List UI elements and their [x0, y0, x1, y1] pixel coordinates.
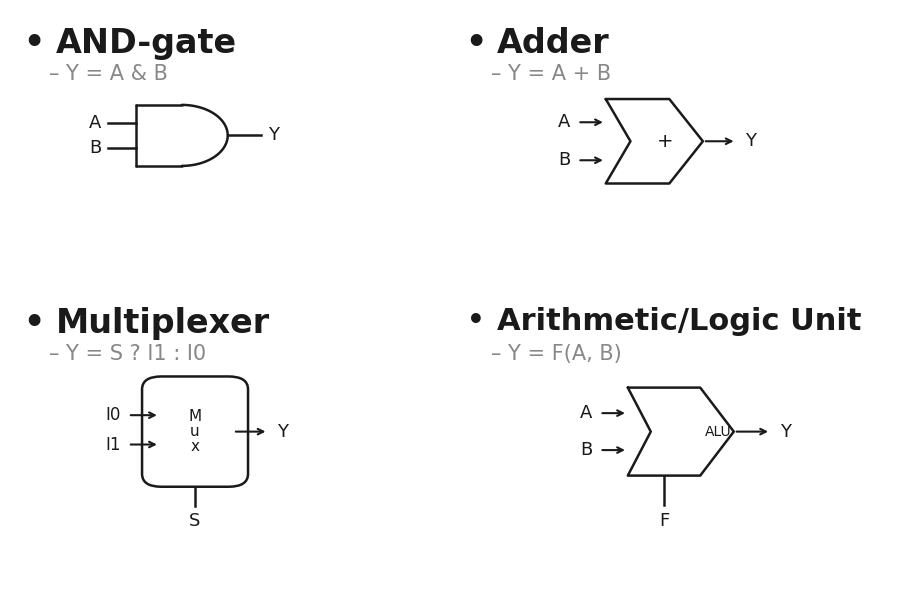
- Text: – Y = F(A, B): – Y = F(A, B): [491, 343, 621, 364]
- Text: Y: Y: [268, 126, 279, 144]
- Text: A: A: [558, 113, 570, 131]
- Text: Multiplexer: Multiplexer: [55, 307, 269, 340]
- Text: •: •: [467, 307, 484, 335]
- Text: – Y = A + B: – Y = A + B: [491, 64, 610, 84]
- Text: AND-gate: AND-gate: [55, 27, 236, 60]
- Text: S: S: [189, 512, 200, 530]
- Text: Y: Y: [779, 423, 789, 441]
- Text: B: B: [89, 139, 101, 157]
- Text: I0: I0: [106, 406, 120, 424]
- Text: Y: Y: [277, 423, 288, 441]
- Text: Adder: Adder: [496, 27, 609, 60]
- Text: x: x: [190, 439, 199, 455]
- Text: A: A: [580, 404, 592, 422]
- Text: A: A: [89, 114, 101, 131]
- Text: M: M: [188, 409, 201, 424]
- Text: •: •: [465, 27, 486, 60]
- Text: I1: I1: [106, 436, 120, 453]
- Text: – Y = S ? I1 : I0: – Y = S ? I1 : I0: [50, 343, 206, 364]
- Text: •: •: [24, 27, 45, 60]
- Text: +: +: [656, 132, 673, 151]
- Text: •: •: [24, 307, 45, 340]
- Text: Arithmetic/Logic Unit: Arithmetic/Logic Unit: [496, 307, 861, 335]
- Text: B: B: [558, 152, 570, 169]
- Text: u: u: [190, 424, 199, 439]
- Text: ALU: ALU: [704, 425, 731, 439]
- Text: Y: Y: [744, 132, 755, 150]
- Text: F: F: [658, 512, 668, 530]
- Text: B: B: [580, 441, 592, 459]
- FancyBboxPatch shape: [142, 376, 248, 487]
- Text: – Y = A & B: – Y = A & B: [50, 64, 168, 84]
